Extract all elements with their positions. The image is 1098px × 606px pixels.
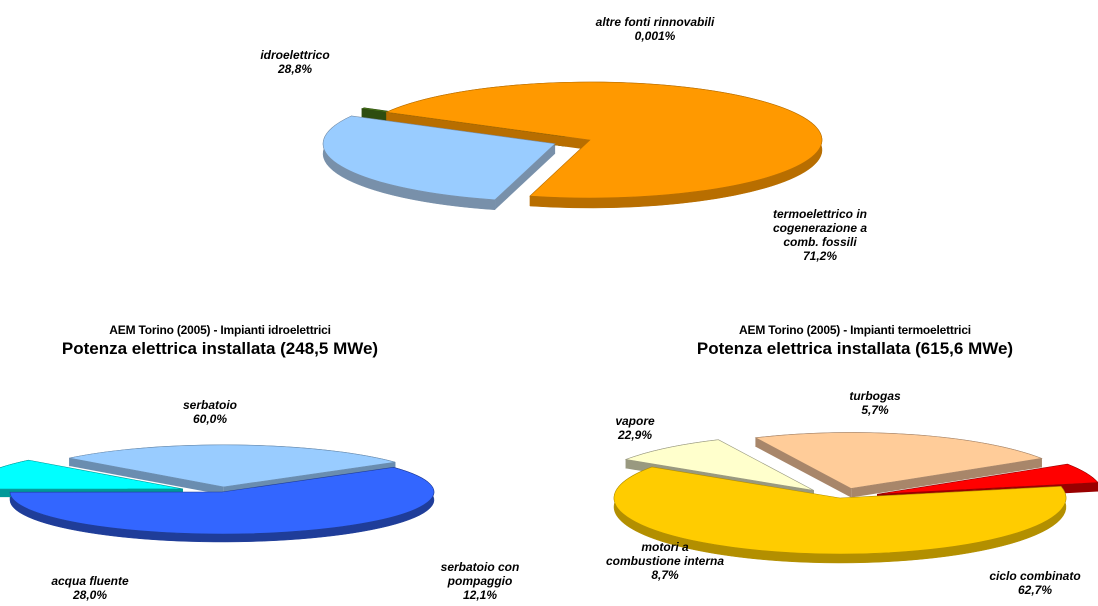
pie-slice-acqua-fluente bbox=[69, 444, 396, 488]
slice-value: 28,0% bbox=[72, 588, 108, 602]
slice-name-line: termoelettrico in bbox=[772, 207, 868, 221]
slice-name-line: combustione interna bbox=[605, 554, 724, 568]
slice-value: 0,001% bbox=[634, 29, 676, 43]
pie-slice-ciclo-combinato bbox=[613, 466, 1067, 555]
slice-value: 28,8% bbox=[277, 62, 313, 76]
slice-value: 71,2% bbox=[802, 249, 838, 263]
pie-chart-2 bbox=[0, 444, 435, 543]
slice-name: ciclo combinato bbox=[989, 569, 1081, 583]
slice-name: serbatoio bbox=[182, 398, 237, 412]
pie-slice-termoelettrico-in-cogenerazione-a-comb-fossili bbox=[385, 81, 823, 199]
slice-name-line: cogenerazione a bbox=[772, 221, 868, 235]
pie-slice-edge bbox=[851, 458, 1042, 498]
pie-chart-3 bbox=[613, 432, 1098, 564]
slice-name: turbogas bbox=[849, 389, 901, 403]
data-label-serbatoio-pompaggio: serbatoio con pompaggio 12,1% bbox=[420, 560, 540, 602]
slice-name: vapore bbox=[615, 414, 655, 428]
slice-value: 5,7% bbox=[861, 403, 889, 417]
pie-slice-edge bbox=[755, 437, 852, 498]
chart3-title-block: AEM Torino (2005) - Impianti termoelettr… bbox=[665, 322, 1045, 360]
slice-name-line: comb. fossili bbox=[783, 235, 857, 249]
data-label-turbogas: turbogas 5,7% bbox=[830, 389, 920, 417]
pie-slice-edge bbox=[386, 112, 590, 150]
slice-name-line: pompaggio bbox=[447, 574, 513, 588]
pie-slice-idroelettrico bbox=[322, 115, 556, 201]
pie-slice-motori-a-combustione-interna bbox=[624, 439, 815, 491]
data-label-altre-fonti: altre fonti rinnovabili 0,001% bbox=[565, 15, 745, 43]
chart2-title-block: AEM Torino (2005) - Impianti idroelettri… bbox=[30, 322, 410, 360]
slice-value: 12,1% bbox=[462, 588, 498, 602]
slice-name-line: motori a bbox=[641, 540, 689, 554]
slice-value: 22,9% bbox=[617, 428, 653, 442]
slice-name: altre fonti rinnovabili bbox=[595, 15, 715, 29]
pie-slice-serbatoio-con-pompaggio bbox=[0, 459, 183, 490]
slice-value: 60,0% bbox=[192, 412, 228, 426]
chart3-subtitle: Potenza elettrica installata (615,6 MWe) bbox=[696, 339, 1014, 358]
chart3-title: AEM Torino (2005) - Impianti termoelettr… bbox=[739, 323, 971, 337]
slice-value: 62,7% bbox=[1017, 583, 1053, 597]
pie-slice-edge bbox=[69, 458, 224, 495]
data-label-acqua-fluente: acqua fluente 28,0% bbox=[35, 574, 145, 602]
data-label-ciclo-combinato: ciclo combinato 62,7% bbox=[980, 569, 1090, 597]
data-label-vapore: vapore 22,9% bbox=[600, 414, 670, 442]
pie-slice-turbogas bbox=[876, 463, 1098, 495]
pie-slice-vapore bbox=[754, 432, 1043, 489]
data-label-termoelettrico: termoelettrico in cogenerazione a comb. … bbox=[740, 207, 900, 263]
slice-name: acqua fluente bbox=[51, 574, 129, 588]
pie-chart-1 bbox=[322, 81, 823, 211]
slice-name: idroelettrico bbox=[260, 48, 330, 62]
pie-slice-serbatoio bbox=[9, 467, 435, 535]
chart2-subtitle: Potenza elettrica installata (248,5 MWe) bbox=[61, 339, 379, 358]
data-label-serbatoio: serbatoio 60,0% bbox=[160, 398, 260, 426]
slice-name-line: serbatoio con bbox=[440, 560, 520, 574]
pie-slice-edge bbox=[495, 143, 556, 210]
data-label-motori: motori a combustione interna 8,7% bbox=[590, 540, 740, 582]
chart2-title: AEM Torino (2005) - Impianti idroelettri… bbox=[109, 323, 331, 337]
data-label-idroelettrico: idroelettrico 28,8% bbox=[240, 48, 350, 76]
slice-value: 8,7% bbox=[651, 568, 679, 582]
